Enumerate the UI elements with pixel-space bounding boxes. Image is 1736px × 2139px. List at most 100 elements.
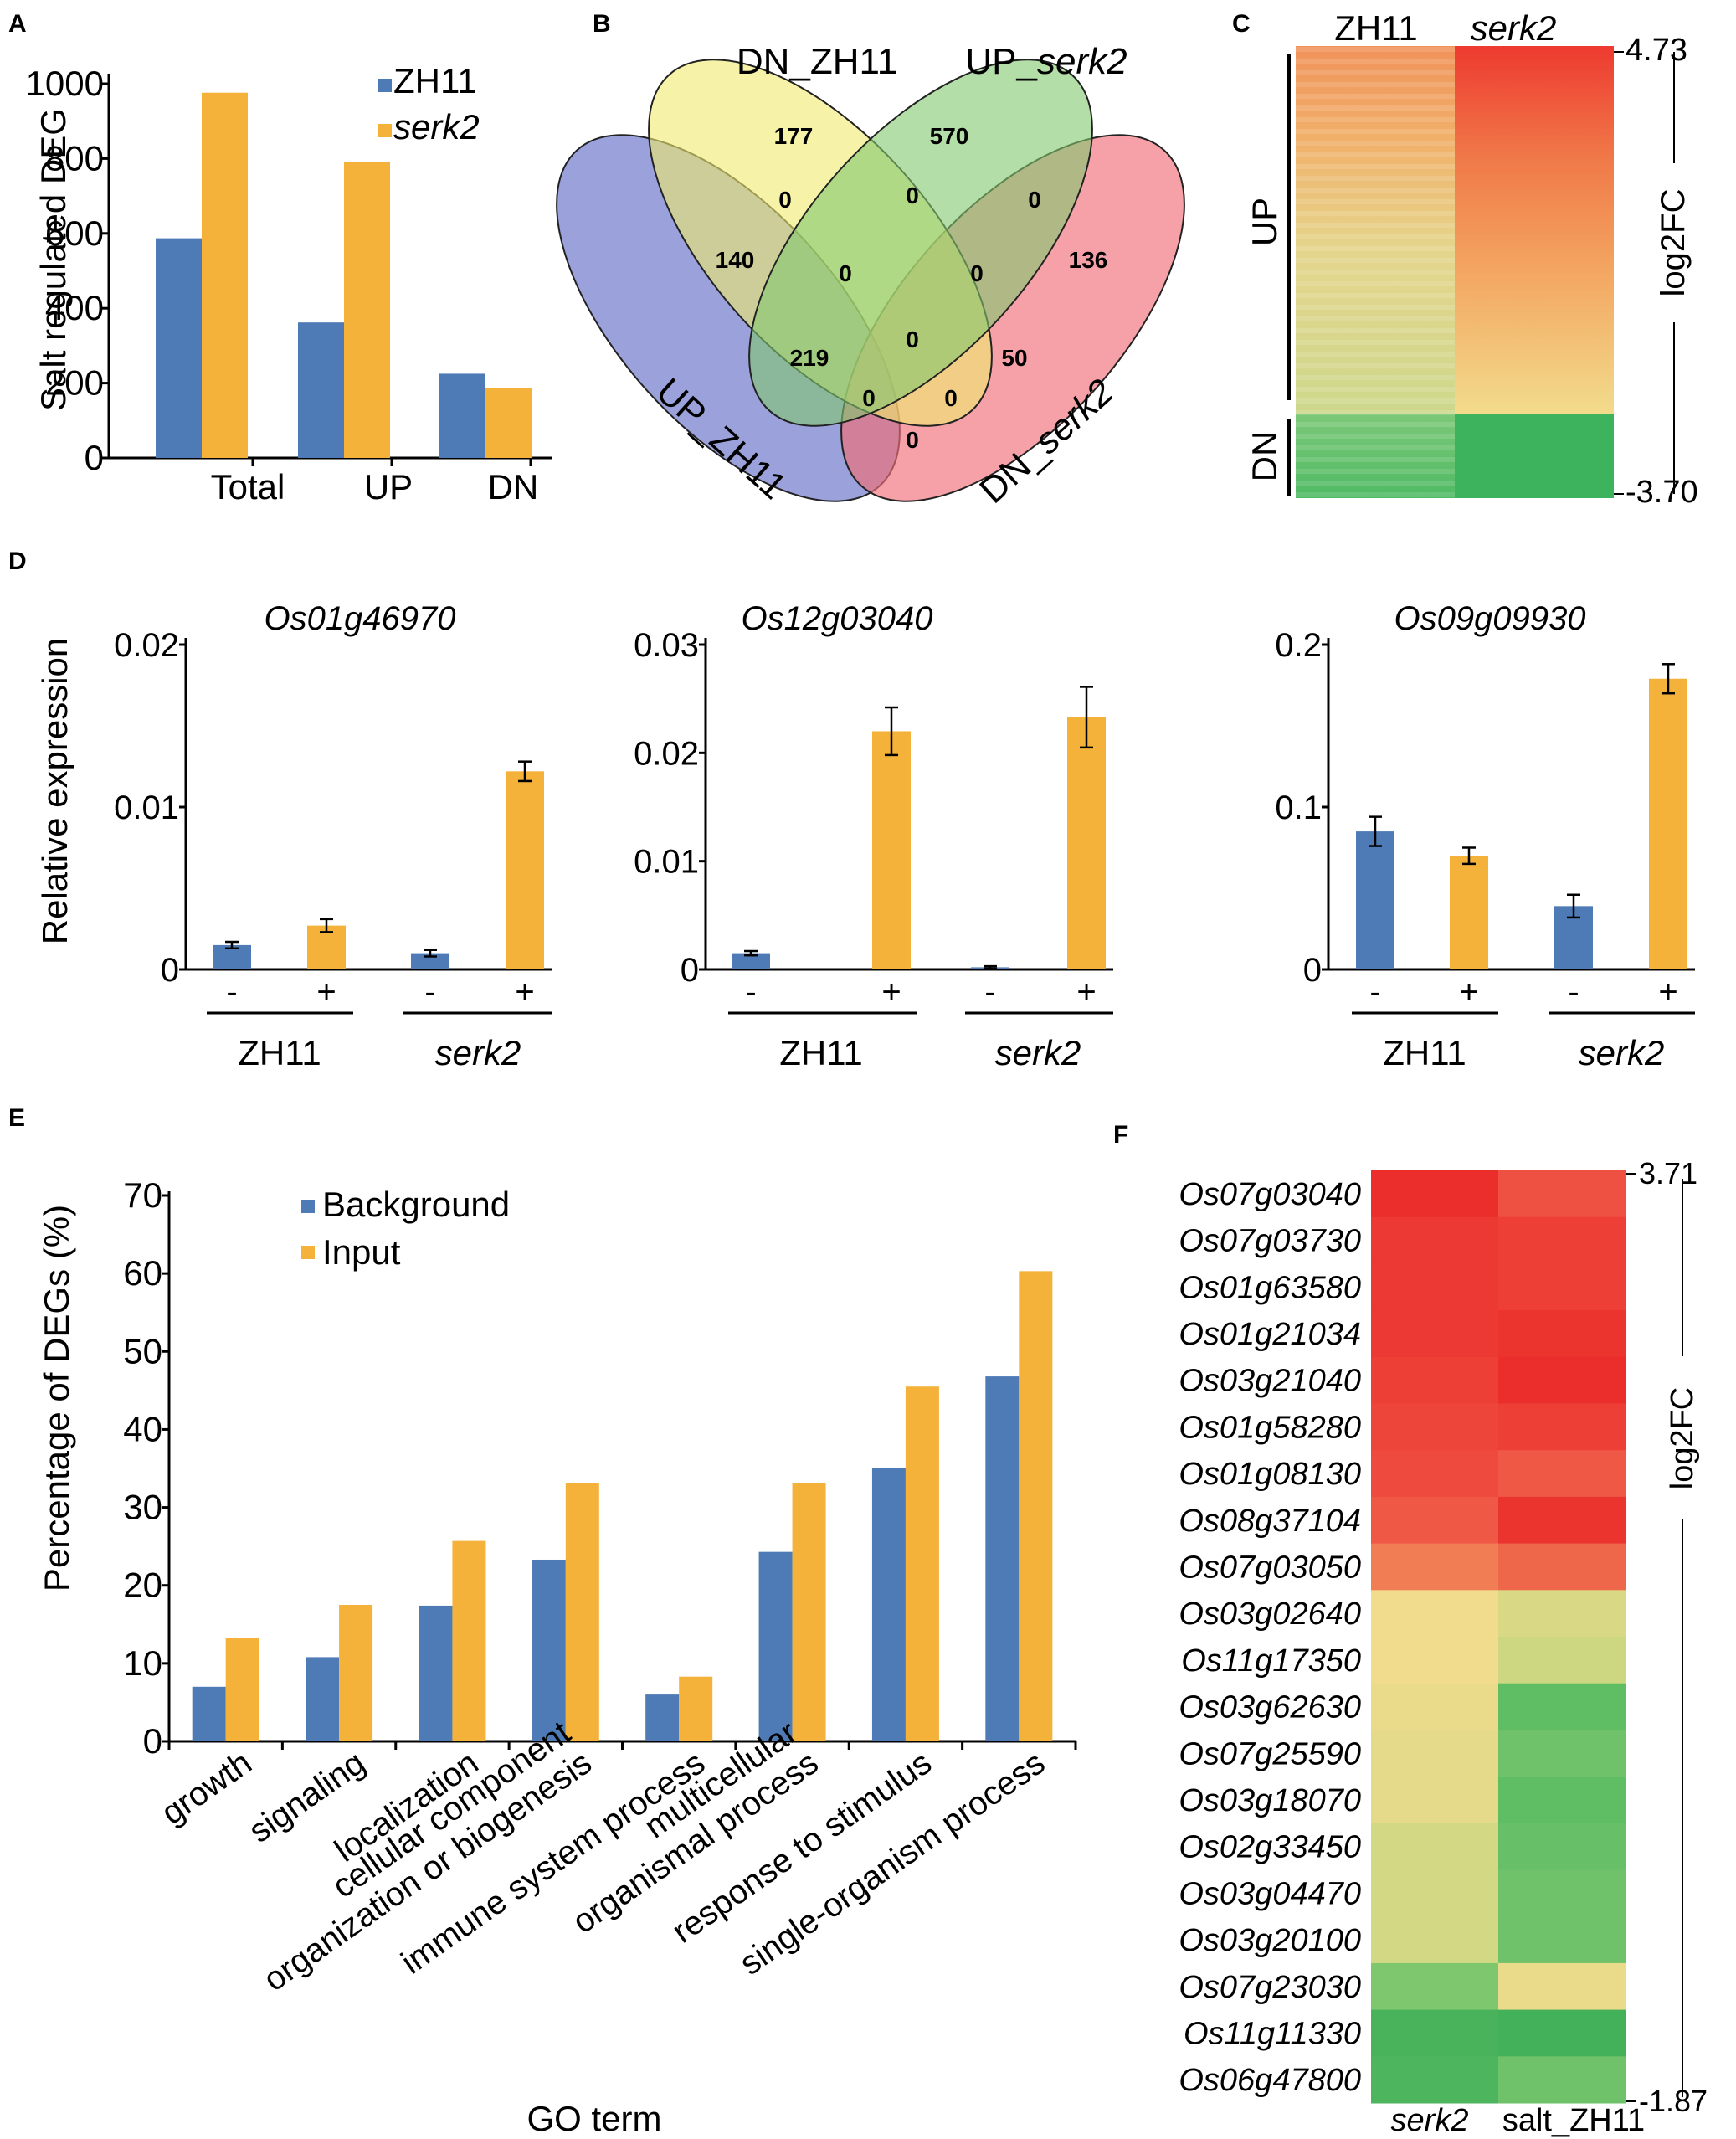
panel-label-e: E	[8, 1104, 25, 1132]
d2-y-tick-label: 0	[681, 952, 699, 989]
chart-a: Salt regulated DEG 0 200 400 600 800 1000 Tot…	[26, 61, 552, 506]
e-bar-input	[1019, 1271, 1053, 1741]
c-scale-max: 4.73	[1626, 33, 1687, 68]
e-bar-input	[679, 1676, 713, 1741]
f-heat-cell	[1498, 1263, 1626, 1311]
e-xlabel: GO term	[526, 2099, 661, 2138]
f-gene-label: Os01g63580	[1179, 1270, 1361, 1305]
a-bar-zh11-up	[298, 322, 344, 458]
f-gene-label: Os01g58280	[1179, 1410, 1361, 1445]
a-y-tick-label: 200	[45, 363, 104, 403]
heatmap-f: Os07g03040 Os07g03730 Os01g63580 Os01g21034…	[1179, 1156, 1708, 2138]
a-y-tick-label: 0	[85, 438, 104, 477]
venn-count: 0	[906, 427, 919, 453]
d3-bar	[1450, 856, 1488, 969]
d2-title: Os12g03040	[741, 600, 932, 637]
f-heat-cell	[1371, 1823, 1499, 1870]
f-heat-cell	[1371, 1683, 1499, 1730]
f-heat-cell	[1498, 1683, 1626, 1730]
e-y-tick-label: 30	[123, 1488, 162, 1527]
f-heat-cell	[1498, 1356, 1626, 1404]
d1-treat: +	[316, 974, 336, 1010]
venn-count: 0	[906, 183, 919, 208]
f-gene-label: Os03g20100	[1179, 1923, 1361, 1958]
e-bar-background	[419, 1605, 453, 1741]
f-heat-cell	[1371, 2056, 1499, 2104]
f-heat-cell	[1498, 1869, 1626, 1917]
f-heat-cell	[1498, 1777, 1626, 1824]
f-heat-cell	[1498, 1170, 1626, 1218]
a-y-tick-label: 400	[45, 288, 104, 327]
f-heat-cell	[1498, 1916, 1626, 1964]
panel-label-f: F	[1113, 1121, 1128, 1149]
venn-count: 0	[1028, 187, 1041, 213]
d1-y-tick-label: 0.01	[114, 789, 179, 826]
f-heat-cell	[1498, 1450, 1626, 1498]
f-heat-cell	[1498, 1962, 1626, 2011]
f-gene-label: Os07g03050	[1179, 1550, 1361, 1585]
e-bar-background	[306, 1657, 340, 1741]
e-y-tick-label: 70	[123, 1175, 162, 1215]
e-bar-input	[452, 1540, 486, 1741]
f-gene-label: Os03g21040	[1179, 1364, 1361, 1399]
d1-group-zh11: ZH11	[238, 1033, 321, 1072]
f-heat-cell	[1371, 1496, 1499, 1545]
c-col-zh11: ZH11	[1334, 8, 1418, 48]
venn-count: 570	[930, 123, 969, 149]
f-heat-cell	[1498, 2056, 1626, 2104]
f-heat-cell	[1371, 1170, 1499, 1218]
d2-bar	[872, 731, 911, 969]
a-ylabel: Salt regulated DEG	[33, 108, 73, 411]
venn-count: 0	[862, 385, 876, 411]
e-y-tick-label: 60	[123, 1253, 162, 1293]
f-heat-cell	[1498, 1216, 1626, 1264]
e-y-tick-label: 40	[123, 1409, 162, 1448]
venn-count: 50	[1001, 345, 1027, 371]
e-y-tick-label: 0	[143, 1721, 162, 1761]
f-heat-cell	[1498, 1730, 1626, 1777]
e-bar-background	[532, 1559, 566, 1741]
venn-label-dn-zh11: DN_ZH11	[737, 41, 897, 82]
venn-count: 0	[839, 260, 852, 286]
f-gene-label: Os07g23030	[1179, 1970, 1361, 2005]
a-legend-serk2: serk2	[393, 107, 480, 147]
f-col-serk2: serk2	[1391, 2103, 1469, 2138]
f-col-salt-zh11: salt_ZH11	[1502, 2103, 1645, 2138]
chart-d: Relative expression Os01g46970 Os12g0304…	[35, 600, 1695, 1072]
d2-treat: +	[881, 974, 901, 1010]
d1-treat: -	[226, 974, 237, 1010]
d2-group-zh11: ZH11	[779, 1033, 863, 1072]
a-y-tick-label: 600	[45, 213, 104, 253]
d1-group-serk2: serk2	[435, 1033, 521, 1072]
f-gene-label: Os07g25590	[1179, 1736, 1361, 1771]
d1-y-tick-label: 0	[161, 952, 179, 989]
f-gene-label: Os11g11330	[1184, 2016, 1361, 2051]
e-y-tick-label: 50	[123, 1331, 162, 1370]
e-bar-input	[339, 1605, 373, 1741]
d2-treat: -	[745, 974, 756, 1010]
f-gene-label: Os08g37104	[1179, 1504, 1361, 1539]
a-legend-zh11-swatch	[378, 79, 392, 92]
d2-y-tick-label: 0.01	[634, 844, 699, 881]
e-legend-input-swatch	[301, 1246, 315, 1259]
d3-y-tick-label: 0	[1303, 952, 1322, 989]
e-bar-background	[645, 1694, 680, 1741]
e-legend-background-swatch	[301, 1200, 315, 1213]
f-heat-cell	[1498, 1496, 1626, 1545]
e-bar-background	[985, 1376, 1020, 1741]
panel-label-a: A	[8, 10, 27, 38]
c-heat-serk2-up	[1455, 46, 1614, 414]
venn-count: 0	[970, 260, 984, 286]
venn-count: 177	[774, 123, 814, 149]
panel-label-b: B	[593, 10, 611, 38]
d1-y-tick-label: 0.02	[114, 627, 179, 664]
f-gene-label: Os03g02640	[1179, 1597, 1361, 1632]
d3-y-tick-label: 0.2	[1275, 627, 1322, 664]
f-gene-label: Os03g18070	[1179, 1783, 1361, 1818]
a-cat-total: Total	[211, 467, 285, 506]
venn-count: 219	[790, 345, 829, 371]
f-heat-cell	[1371, 1216, 1499, 1264]
c-heat-zh11-up-stripes	[1296, 46, 1455, 414]
f-heat-cell	[1371, 1450, 1499, 1498]
